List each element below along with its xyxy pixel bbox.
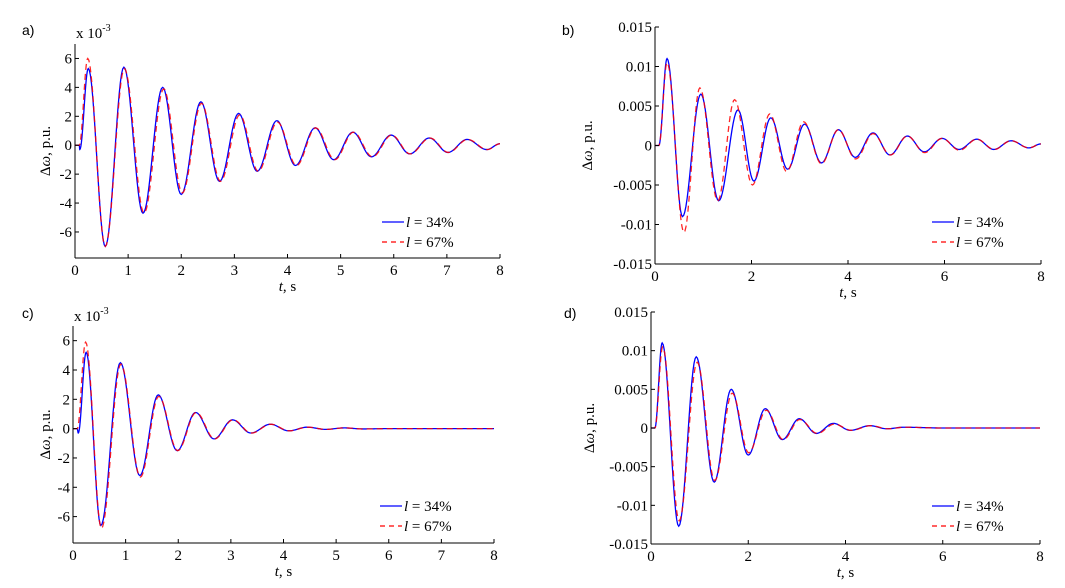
legend: l = 34% l = 67% bbox=[932, 499, 1004, 535]
y-tick-label: -0.005 bbox=[609, 460, 648, 476]
x-tick-label: 7 bbox=[438, 548, 446, 564]
x-tick-label: 7 bbox=[443, 263, 451, 279]
y-tick-label: -0.015 bbox=[609, 537, 648, 553]
chart-panel-a: 0 1 2 3 4 5 6 7 8 -6 -4 -2 0 2 4 6 a) x 10-3 t, s Δω, p.u. l… bbox=[22, 22, 504, 295]
series-line-34 bbox=[655, 57, 1041, 218]
x-tick-label: 4 bbox=[842, 549, 850, 565]
y-axis-label: Δω, p.u. bbox=[38, 126, 54, 176]
x-tick-label: 2 bbox=[745, 549, 753, 565]
x-tick-label: 6 bbox=[939, 549, 947, 565]
y-axis-label: Δω, p.u. bbox=[38, 409, 54, 459]
y-tick-label: -2 bbox=[60, 167, 73, 183]
x-tick-label: 3 bbox=[231, 263, 239, 279]
legend-entry-label: l = 34% bbox=[404, 499, 452, 515]
axis-exponent-label: x 10-3 bbox=[76, 23, 111, 42]
x-tick-label: 6 bbox=[385, 548, 393, 564]
x-tick-label: 3 bbox=[227, 548, 235, 564]
y-tick-label: -0.005 bbox=[613, 178, 652, 194]
panel-label: d) bbox=[564, 305, 576, 321]
chart-panel-b: 0 2 4 6 8 -0.015 -0.01 -0.005 0 0.005 0.01 0.015 b) t… bbox=[562, 20, 1045, 301]
x-axis-label: t, s bbox=[837, 565, 855, 581]
x-tick-label: 0 bbox=[71, 263, 79, 279]
legend-entry-label: l = 67% bbox=[956, 235, 1004, 251]
y-tick-label: -0.01 bbox=[621, 218, 652, 234]
panel-label: c) bbox=[22, 305, 34, 321]
series-line-67 bbox=[73, 340, 494, 530]
legend-entry-label: l = 34% bbox=[406, 215, 454, 231]
legend-entry-label: l = 67% bbox=[956, 519, 1004, 535]
panel-label: b) bbox=[562, 22, 574, 38]
y-tick-label: 0 bbox=[65, 138, 73, 154]
legend-entry-label: l = 67% bbox=[404, 519, 452, 535]
y-tick-label: 0 bbox=[641, 421, 649, 437]
x-tick-label: 0 bbox=[647, 549, 655, 565]
y-tick-label: 0.01 bbox=[622, 344, 648, 360]
x-tick-label: 1 bbox=[122, 548, 130, 564]
series-line-67 bbox=[655, 61, 1041, 234]
y-tick-label: -4 bbox=[60, 196, 73, 212]
chart-panel-d: 0 2 4 6 8 -0.015 -0.01 -0.005 0 0.005 0.01 0.015 d) t… bbox=[564, 305, 1044, 581]
y-axis-label: Δω, p.u. bbox=[582, 403, 598, 453]
y-tick-label: 2 bbox=[65, 109, 73, 125]
legend-entry-label: l = 34% bbox=[956, 499, 1004, 515]
y-tick-label: -4 bbox=[58, 480, 71, 496]
x-tick-label: 5 bbox=[337, 263, 345, 279]
y-tick-label: -6 bbox=[58, 510, 71, 526]
x-tick-label: 5 bbox=[332, 548, 340, 564]
x-tick-label: 8 bbox=[490, 548, 498, 564]
y-tick-label: 6 bbox=[63, 334, 71, 350]
y-tick-label: -2 bbox=[58, 451, 71, 467]
x-axis-label: t, s bbox=[839, 285, 857, 301]
y-axis-label: Δω, p.u. bbox=[580, 120, 596, 170]
x-tick-label: 8 bbox=[1037, 269, 1045, 285]
y-tick-label: 0.01 bbox=[626, 60, 652, 76]
x-tick-label: 4 bbox=[284, 263, 292, 279]
y-tick-label: 0.005 bbox=[618, 99, 652, 115]
x-tick-label: 1 bbox=[124, 263, 132, 279]
y-tick-label: 0 bbox=[645, 139, 653, 155]
y-tick-label: 4 bbox=[65, 80, 73, 96]
series-line-67 bbox=[75, 57, 500, 248]
series-line-67 bbox=[651, 345, 1040, 522]
y-tick-label: 0.015 bbox=[614, 305, 648, 321]
y-tick-label: 0 bbox=[63, 422, 71, 438]
panel-label: a) bbox=[22, 22, 34, 38]
legend: l = 34% l = 67% bbox=[932, 215, 1004, 251]
legend: l = 34% l = 67% bbox=[382, 215, 454, 251]
y-tick-label: 0.015 bbox=[618, 20, 652, 36]
x-tick-label: 6 bbox=[390, 263, 398, 279]
y-tick-label: 2 bbox=[63, 392, 71, 408]
y-tick-label: 0.005 bbox=[614, 382, 648, 398]
x-tick-label: 2 bbox=[175, 548, 183, 564]
y-tick-label: -6 bbox=[60, 225, 73, 241]
legend: l = 34% l = 67% bbox=[380, 499, 452, 535]
x-tick-label: 4 bbox=[844, 269, 852, 285]
y-tick-label: 4 bbox=[63, 363, 71, 379]
legend-entry-label: l = 67% bbox=[406, 235, 454, 251]
x-tick-label: 0 bbox=[69, 548, 77, 564]
x-tick-label: 6 bbox=[941, 269, 949, 285]
x-tick-label: 8 bbox=[1036, 549, 1044, 565]
chart-panel-c: 0 1 2 3 4 5 6 7 8 -6 -4 -2 0 2 4 6 c) x 10-3 t, s Δω, p.u. l… bbox=[22, 305, 498, 580]
x-axis-label: t, s bbox=[279, 279, 297, 295]
y-tick-label: -0.01 bbox=[617, 498, 648, 514]
x-tick-label: 0 bbox=[651, 269, 659, 285]
x-tick-label: 2 bbox=[748, 269, 756, 285]
x-tick-label: 4 bbox=[280, 548, 288, 564]
y-tick-label: 6 bbox=[65, 51, 73, 67]
x-tick-label: 2 bbox=[178, 263, 186, 279]
x-axis-label: t, s bbox=[275, 564, 293, 580]
y-tick-label: -0.015 bbox=[613, 257, 652, 273]
x-tick-label: 8 bbox=[496, 263, 504, 279]
legend-entry-label: l = 34% bbox=[956, 215, 1004, 231]
axis-exponent-label: x 10-3 bbox=[74, 306, 109, 325]
